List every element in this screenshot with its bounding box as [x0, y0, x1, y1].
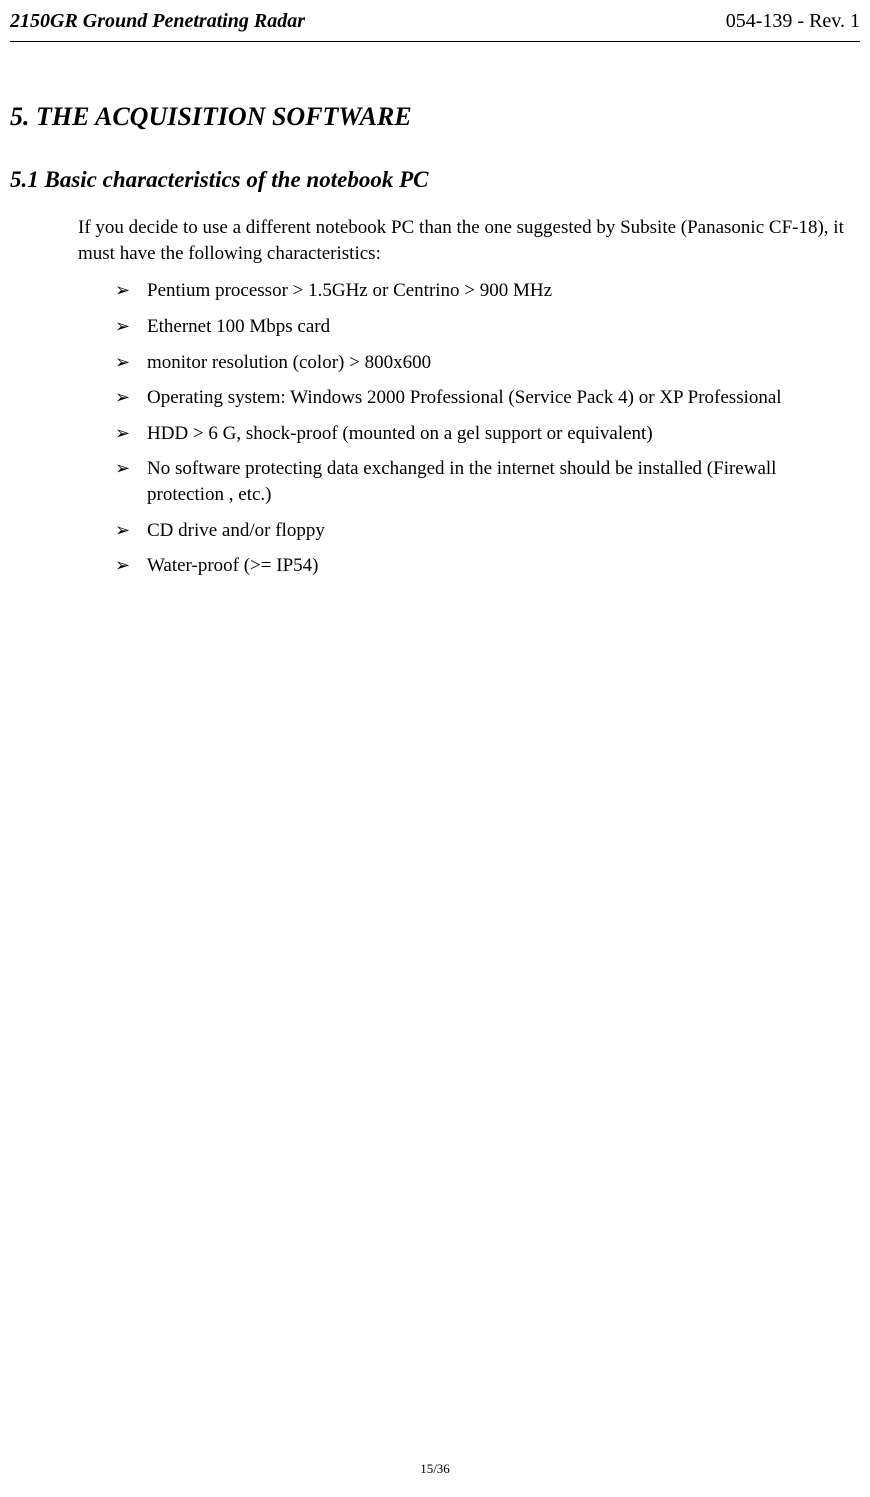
requirements-list: ➢ Pentium processor > 1.5GHz or Centrino… [10, 278, 860, 579]
bullet-icon: ➢ [115, 421, 147, 445]
bullet-icon: ➢ [115, 518, 147, 542]
bullet-icon: ➢ [115, 385, 147, 409]
list-item: ➢ Ethernet 100 Mbps card [115, 314, 850, 340]
section-intro: If you decide to use a different noteboo… [10, 215, 860, 266]
header-title-left: 2150GR Ground Penetrating Radar [10, 10, 305, 33]
list-item-text: Ethernet 100 Mbps card [147, 314, 850, 340]
page-header: 2150GR Ground Penetrating Radar 054-139 … [10, 10, 860, 42]
bullet-icon: ➢ [115, 553, 147, 577]
bullet-icon: ➢ [115, 278, 147, 302]
list-item-text: Operating system: Windows 2000 Professio… [147, 385, 850, 411]
bullet-icon: ➢ [115, 456, 147, 480]
chapter-title: 5. THE ACQUISITION SOFTWARE [10, 102, 860, 132]
list-item-text: Pentium processor > 1.5GHz or Centrino >… [147, 278, 850, 304]
list-item: ➢ No software protecting data exchanged … [115, 456, 850, 507]
page-number: 15/36 [420, 1461, 450, 1476]
list-item-text: monitor resolution (color) > 800x600 [147, 350, 850, 376]
list-item: ➢ Water-proof (>= IP54) [115, 553, 850, 579]
list-item-text: No software protecting data exchanged in… [147, 456, 850, 507]
list-item: ➢ Pentium processor > 1.5GHz or Centrino… [115, 278, 850, 304]
list-item: ➢ HDD > 6 G, shock-proof (mounted on a g… [115, 421, 850, 447]
bullet-icon: ➢ [115, 314, 147, 338]
page-content: 5. THE ACQUISITION SOFTWARE 5.1 Basic ch… [10, 102, 860, 579]
list-item-text: CD drive and/or floppy [147, 518, 850, 544]
header-revision-right: 054-139 - Rev. 1 [726, 10, 860, 33]
section-title: 5.1 Basic characteristics of the noteboo… [10, 167, 860, 193]
list-item: ➢ CD drive and/or floppy [115, 518, 850, 544]
list-item-text: Water-proof (>= IP54) [147, 553, 850, 579]
page-footer: 15/36 [0, 1461, 870, 1477]
bullet-icon: ➢ [115, 350, 147, 374]
list-item: ➢ Operating system: Windows 2000 Profess… [115, 385, 850, 411]
list-item-text: HDD > 6 G, shock-proof (mounted on a gel… [147, 421, 850, 447]
list-item: ➢ monitor resolution (color) > 800x600 [115, 350, 850, 376]
